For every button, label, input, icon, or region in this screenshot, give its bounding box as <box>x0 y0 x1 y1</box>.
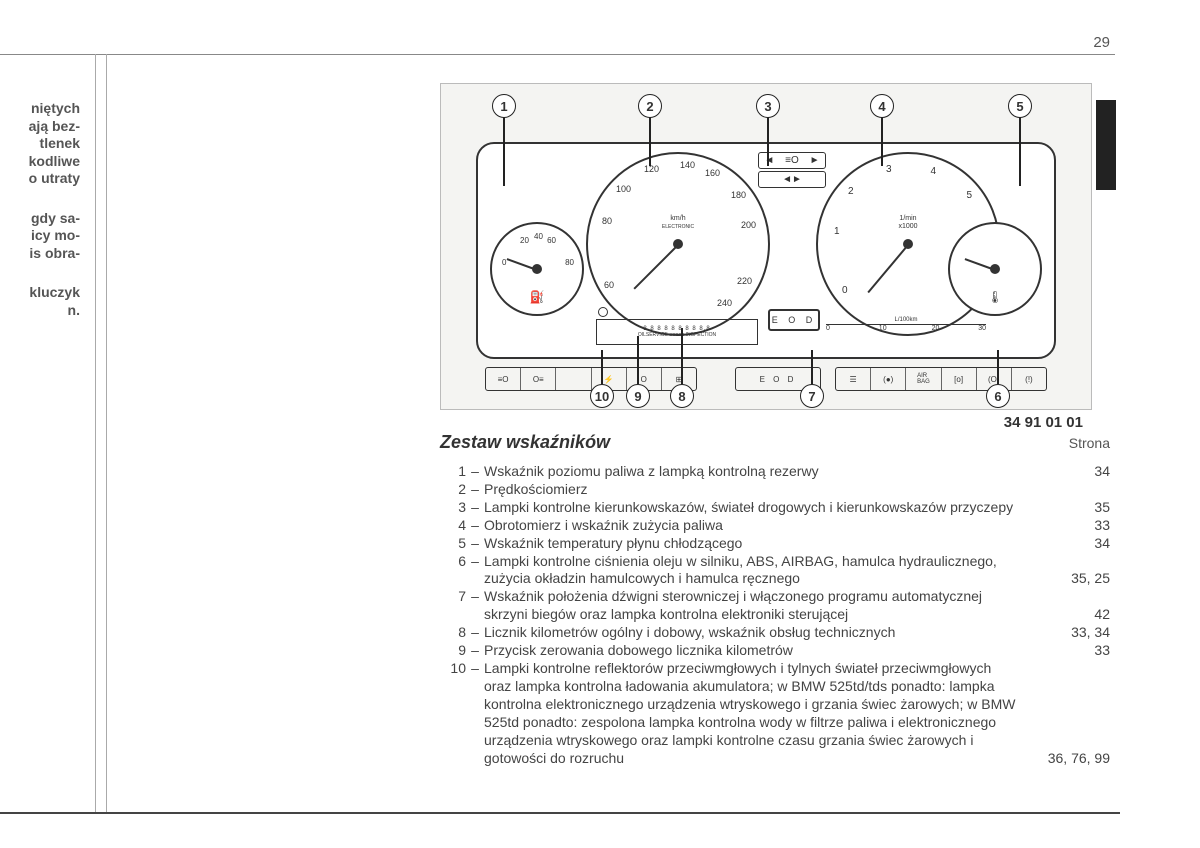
callout-3: 3 <box>756 94 780 118</box>
legend-item: 2–Prędkościomierz <box>440 481 1110 499</box>
abs-icon: (●) <box>871 368 906 390</box>
callout-5: 5 <box>1008 94 1032 118</box>
brake-pad-icon: [o] <box>942 368 977 390</box>
legend-item-page: 42 <box>1030 606 1110 624</box>
thermometer-icon: 🌡 <box>987 290 1002 304</box>
econ-unit: L/100km <box>894 317 917 323</box>
legend-content: Zestaw wskaźników Strona 1–Wskaźnik pozi… <box>440 432 1110 767</box>
legend-item-text: Wskaźnik położenia dźwigni sterowniczej … <box>484 588 1030 624</box>
callout-7: 7 <box>800 384 824 408</box>
trailer-turn-icon: ◄► <box>782 174 802 185</box>
legend-item: 4–Obrotomierz i wskaźnik zużycia paliwa3… <box>440 517 1110 535</box>
frag-3: kluczyk n. <box>0 284 80 319</box>
frag-1: niętych ają bez- tlenek kodliwe o utraty <box>0 100 80 188</box>
legend-item-page: 35 <box>1030 499 1110 517</box>
gear-selector-display: E O D <box>768 309 820 331</box>
odometer-display: 8 8 8 8 8 8 8 8 8.8 OILSERVICE ■■■■■ INS… <box>596 319 758 345</box>
legend-item-number: 7 <box>440 588 466 606</box>
service-indicator: OILSERVICE ■■■■■ INSPECTION <box>597 332 757 338</box>
legend-item-page: 34 <box>1030 535 1110 553</box>
section-tab <box>1096 100 1116 190</box>
airbag-icon: AIR BAG <box>906 368 941 390</box>
legend-item-number: 5 <box>440 535 466 553</box>
legend-item: 6–Lampki kontrolne ciśnienia oleju w sil… <box>440 553 1110 589</box>
frag-2: gdy sa- icy mo- is obra- <box>0 210 80 263</box>
fuel-pump-icon: ⛽ <box>530 290 545 304</box>
legend-item-page: 33 <box>1030 642 1110 660</box>
legend-item-page: 35, 25 <box>1030 570 1110 588</box>
legend-item-text: Lampki kontrolne ciśnienia oleju w silni… <box>484 553 1030 589</box>
legend-item: 9–Przycisk zerowania dobowego licznika k… <box>440 642 1110 660</box>
legend-item-number: 4 <box>440 517 466 535</box>
diagram-reference-number: 34 91 01 01 <box>1004 414 1083 431</box>
top-rule <box>0 54 1115 55</box>
legend-item-number: 6 <box>440 553 466 571</box>
callout-6: 6 <box>986 384 1010 408</box>
left-turn-icon: ◄ <box>764 155 774 166</box>
legend-item: 10–Lampki kontrolne reflektorów przeciwm… <box>440 660 1110 767</box>
fog-front-icon: ≡O <box>486 368 521 390</box>
legend-item-number: 1 <box>440 463 466 481</box>
legend-item: 3–Lampki kontrolne kierunkowskazów, świa… <box>440 499 1110 517</box>
legend-item-number: 9 <box>440 642 466 660</box>
previous-page-bleed: niętych ają bez- tlenek kodliwe o utraty… <box>0 100 80 341</box>
warning-lights-left: ≡O O≡ ⚡ O ⊞ <box>485 367 697 391</box>
binding-margin <box>95 54 107 813</box>
fog-rear-icon: O≡ <box>521 368 556 390</box>
callout-9: 9 <box>626 384 650 408</box>
legend-item-page: 36, 76, 99 <box>1030 750 1110 768</box>
callout-10: 10 <box>590 384 614 408</box>
legend-item: 7–Wskaźnik położenia dźwigni sterownicze… <box>440 588 1110 624</box>
oil-icon: ☰ <box>836 368 871 390</box>
legend-item: 5–Wskaźnik temperatury płynu chłodzącego… <box>440 535 1110 553</box>
legend-item-text: Prędkościomierz <box>484 481 1030 499</box>
trip-reset-button <box>598 307 608 317</box>
legend-item-page: 34 <box>1030 463 1110 481</box>
instrument-cluster-diagram: ⛽ 0 20 40 60 80 km/h ELECTRONIC 60 80 10… <box>440 83 1092 410</box>
callout-8: 8 <box>670 384 694 408</box>
fuel-economy-scale: 0 10 20 30 L/100km <box>826 324 986 343</box>
cluster-outline: ⛽ 0 20 40 60 80 km/h ELECTRONIC 60 80 10… <box>476 142 1056 359</box>
legend-item-text: Licznik kilometrów ogólny i dobowy, wska… <box>484 624 1030 642</box>
legend-item-number: 10 <box>440 660 466 678</box>
handbrake-icon: (!) <box>1012 368 1046 390</box>
fuel-gauge: ⛽ 0 20 40 60 80 <box>490 222 584 316</box>
legend-item-number: 8 <box>440 624 466 642</box>
legend-item-text: Wskaźnik poziomu paliwa z lampką kontrol… <box>484 463 1030 481</box>
temperature-gauge: 🌡 <box>948 222 1042 316</box>
legend-item-number: 2 <box>440 481 466 499</box>
speedometer: km/h ELECTRONIC 60 80 100 120 140 160 18… <box>586 152 770 336</box>
legend-item-text: Wskaźnik temperatury płynu chłodzącego <box>484 535 1030 553</box>
warning-lights-right: ☰ (●) AIR BAG [o] (O) (!) <box>835 367 1047 391</box>
legend-item-page: 33, 34 <box>1030 624 1110 642</box>
page-number: 29 <box>1093 34 1110 51</box>
page-column-label: Strona <box>1069 435 1110 451</box>
legend-item-number: 3 <box>440 499 466 517</box>
legend-item-text: Obrotomierz i wskaźnik zużycia paliwa <box>484 517 1030 535</box>
legend-item-page: 33 <box>1030 517 1110 535</box>
callout-1: 1 <box>492 94 516 118</box>
legend-item-text: Lampki kontrolne kierunkowskazów, świate… <box>484 499 1030 517</box>
legend-item: 8–Licznik kilometrów ogólny i dobowy, ws… <box>440 624 1110 642</box>
bottom-rule <box>0 812 1120 814</box>
section-heading: Zestaw wskaźników <box>440 432 610 453</box>
legend-item-text: Przycisk zerowania dobowego licznika kil… <box>484 642 1030 660</box>
callout-4: 4 <box>870 94 894 118</box>
callout-2: 2 <box>638 94 662 118</box>
legend-item-text: Lampki kontrolne reflektorów przeciwmgło… <box>484 660 1030 767</box>
high-beam-icon: ≡O <box>785 155 799 166</box>
legend-item: 1–Wskaźnik poziomu paliwa z lampką kontr… <box>440 463 1110 481</box>
